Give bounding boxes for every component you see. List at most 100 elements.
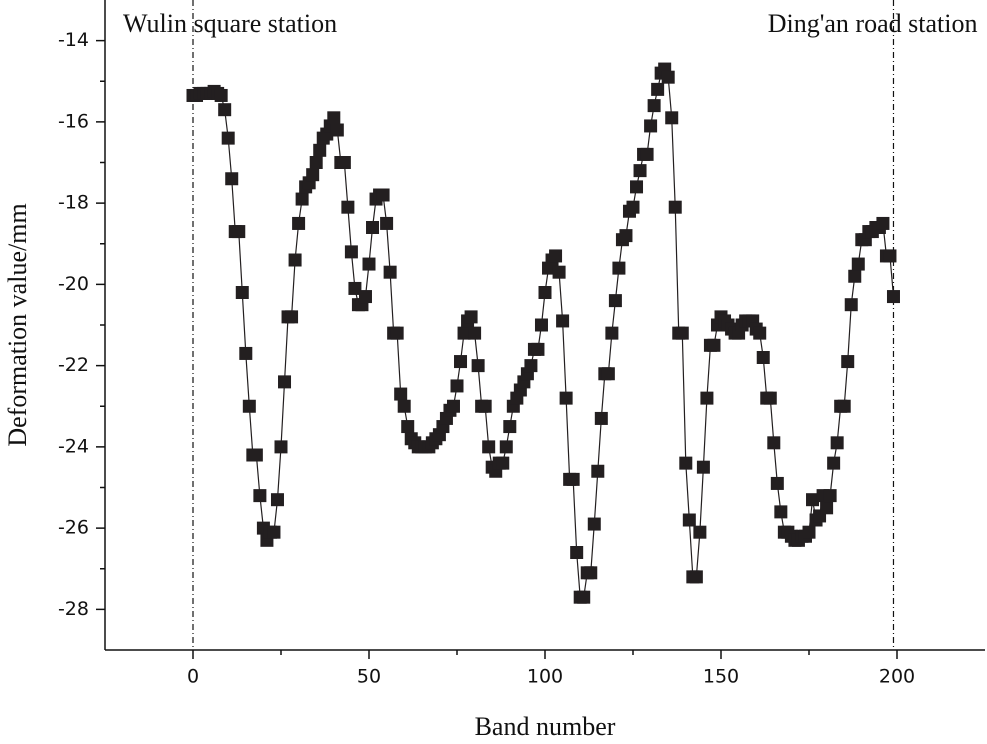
marker xyxy=(454,355,468,369)
y-tick-label: -16 xyxy=(58,110,89,132)
marker xyxy=(330,123,344,137)
marker xyxy=(397,399,411,413)
marker xyxy=(450,379,464,393)
series-line xyxy=(193,67,895,598)
marker xyxy=(693,525,707,539)
marker xyxy=(619,229,633,243)
marker xyxy=(337,156,351,169)
marker xyxy=(661,70,675,84)
station-label: Wulin square station xyxy=(123,9,337,38)
marker xyxy=(608,294,622,308)
x-tick-label: 100 xyxy=(527,666,563,688)
marker xyxy=(605,326,619,340)
marker xyxy=(225,172,239,186)
marker xyxy=(376,188,390,202)
marker xyxy=(446,399,460,413)
marker xyxy=(274,440,288,454)
marker xyxy=(503,420,517,434)
marker xyxy=(763,391,777,405)
marker xyxy=(214,88,228,102)
y-tick-label: -18 xyxy=(58,192,89,214)
marker xyxy=(482,440,496,454)
marker xyxy=(253,489,267,503)
y-tick-label: -26 xyxy=(58,517,89,539)
marker xyxy=(552,265,566,279)
marker xyxy=(457,326,471,340)
marker xyxy=(538,286,552,299)
marker xyxy=(601,367,615,381)
marker xyxy=(806,493,820,507)
marker xyxy=(278,375,292,389)
marker xyxy=(358,290,372,304)
marker xyxy=(851,257,865,271)
marker xyxy=(827,456,841,470)
marker xyxy=(478,399,492,413)
marker xyxy=(531,342,545,356)
marker xyxy=(587,517,601,531)
marker xyxy=(774,505,788,519)
marker xyxy=(394,387,408,401)
marker xyxy=(644,119,658,133)
marker xyxy=(499,440,513,454)
marker xyxy=(682,513,696,527)
marker xyxy=(295,192,309,206)
marker xyxy=(823,489,837,503)
marker xyxy=(767,436,781,450)
marker xyxy=(626,200,640,214)
marker xyxy=(383,265,397,279)
x-tick-label: 0 xyxy=(187,666,199,688)
marker xyxy=(700,391,714,405)
marker xyxy=(390,326,404,340)
marker xyxy=(471,359,485,373)
marker xyxy=(753,326,767,340)
marker xyxy=(344,245,358,259)
marker xyxy=(292,216,306,230)
station-label: Ding'an road station xyxy=(768,9,978,38)
marker xyxy=(549,249,563,263)
marker xyxy=(802,525,816,539)
marker xyxy=(306,168,320,182)
marker xyxy=(235,286,249,299)
marker xyxy=(401,420,415,434)
y-tick-label: -28 xyxy=(58,598,89,620)
marker xyxy=(848,269,862,283)
marker xyxy=(496,456,510,470)
marker xyxy=(707,338,721,352)
marker xyxy=(242,399,256,413)
y-axis-title: Deformation value/mm xyxy=(3,203,32,446)
marker xyxy=(577,590,591,604)
marker xyxy=(559,391,573,405)
marker xyxy=(876,216,890,230)
marker xyxy=(366,221,380,234)
y-tick-label: -20 xyxy=(58,273,89,295)
x-axis-title: Band number xyxy=(475,712,616,741)
marker xyxy=(883,249,897,263)
x-tick-label: 50 xyxy=(357,666,381,688)
marker xyxy=(830,436,844,450)
x-tick-label: 150 xyxy=(703,666,739,688)
marker xyxy=(362,257,376,271)
marker xyxy=(633,164,647,178)
marker xyxy=(679,456,693,470)
marker xyxy=(341,200,355,214)
marker xyxy=(566,472,580,486)
marker xyxy=(651,82,665,96)
y-tick-label: -14 xyxy=(58,29,89,51)
marker xyxy=(612,261,626,275)
marker xyxy=(380,216,394,230)
marker xyxy=(556,314,570,328)
marker xyxy=(534,318,548,332)
marker xyxy=(696,460,710,474)
x-tick-label: 200 xyxy=(879,666,915,688)
marker xyxy=(886,290,900,304)
marker xyxy=(594,411,608,425)
marker xyxy=(313,143,327,157)
marker xyxy=(285,310,299,324)
marker xyxy=(348,281,362,295)
marker xyxy=(270,493,284,507)
marker xyxy=(309,156,323,169)
marker xyxy=(844,298,858,312)
marker xyxy=(770,476,784,490)
marker xyxy=(327,111,341,125)
